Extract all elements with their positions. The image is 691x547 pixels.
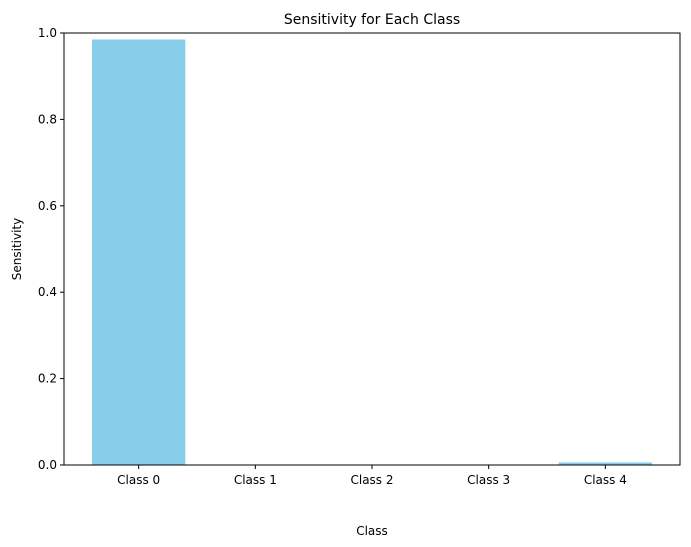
y-tick-label: 0.6 bbox=[38, 199, 57, 213]
x-tick-label: Class 3 bbox=[467, 473, 510, 487]
y-axis: 0.0 0.2 0.4 0.6 0.8 1.0 bbox=[38, 26, 64, 472]
chart-title: Sensitivity for Each Class bbox=[284, 12, 460, 28]
y-tick-label: 0.0 bbox=[38, 458, 57, 472]
bars-layer bbox=[92, 39, 652, 465]
x-axis: Class 0 Class 1 Class 2 Class 3 Class 4 bbox=[117, 465, 627, 487]
y-tick-label: 0.4 bbox=[38, 285, 57, 299]
x-tick-label: Class 0 bbox=[117, 473, 160, 487]
y-tick-label: 0.8 bbox=[38, 112, 57, 126]
x-axis-label: Class bbox=[356, 524, 388, 538]
bar-class-4 bbox=[558, 462, 652, 465]
x-tick-label: Class 2 bbox=[350, 473, 393, 487]
x-tick-label: Class 4 bbox=[584, 473, 627, 487]
y-tick-label: 0.2 bbox=[38, 372, 57, 386]
bar-class-0 bbox=[92, 39, 186, 465]
y-tick-label: 1.0 bbox=[38, 26, 57, 40]
x-tick-label: Class 1 bbox=[234, 473, 277, 487]
y-axis-label: Sensitivity bbox=[10, 218, 24, 280]
